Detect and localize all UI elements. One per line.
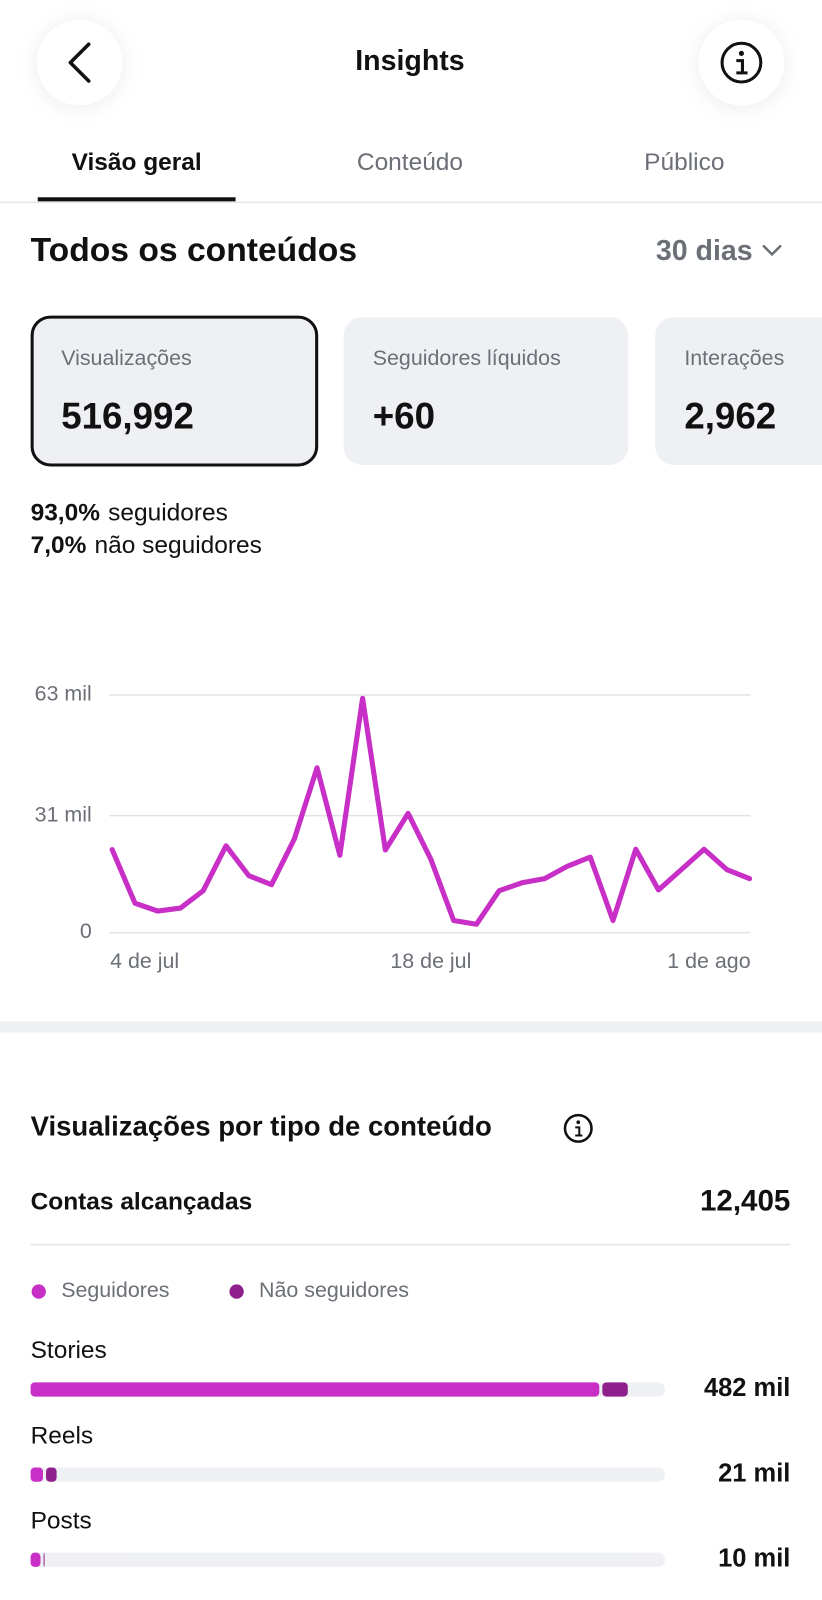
bar-track	[30, 1467, 665, 1482]
reach-label: Contas alcançadas	[31, 1188, 253, 1215]
metric-card[interactable]	[343, 317, 629, 465]
row-label: Stories	[31, 1337, 107, 1364]
y-tick-label: 31 mil	[35, 802, 92, 826]
bar-segment	[30, 1467, 43, 1482]
metric-label: Seguidores líquidos	[373, 346, 561, 370]
period-selector[interactable]: 30 dias	[656, 235, 753, 267]
section-title: Visualizações por tipo de conteúdo	[31, 1111, 492, 1142]
info-dot	[738, 50, 744, 57]
legend-label: Seguidores	[61, 1278, 169, 1302]
tab[interactable]: Conteúdo	[357, 149, 463, 176]
bar-track	[30, 1552, 665, 1567]
data-line	[109, 695, 753, 927]
metric-value: 2,962	[684, 395, 776, 436]
tab[interactable]: Público	[644, 149, 724, 176]
tab-indicator	[37, 197, 236, 202]
bar-total: 21 mil	[718, 1459, 790, 1487]
legend-dot	[229, 1284, 244, 1299]
metric-label: Visualizações	[61, 346, 192, 370]
legend-dot	[31, 1284, 46, 1299]
metric-card[interactable]	[30, 315, 319, 467]
bar-total: 482 mil	[704, 1374, 790, 1402]
y-tick-label: 0	[80, 919, 92, 943]
page-title: Insights	[355, 45, 464, 77]
breakdown-label: seguidores	[108, 500, 228, 527]
metric-value: +60	[373, 395, 435, 436]
bar-segment	[30, 1382, 600, 1397]
bar-segment	[46, 1467, 57, 1482]
metric-value: 516,992	[61, 395, 194, 436]
breakdown-value: 93,0%	[31, 500, 101, 527]
back-icon	[68, 42, 91, 83]
breakdown-line: 93,0% seguidores	[31, 500, 228, 527]
tab[interactable]: Visão geral	[72, 149, 202, 176]
breakdown-value: 7,0%	[31, 533, 87, 560]
y-tick-label: 63 mil	[35, 682, 92, 706]
chevron-down	[762, 244, 782, 257]
bar-segment	[30, 1552, 41, 1567]
bar-segment	[602, 1382, 628, 1397]
row-label: Posts	[31, 1508, 92, 1535]
legend-label: Não seguidores	[259, 1278, 409, 1302]
metric-label: Interações	[684, 346, 784, 370]
section-title: Todos os conteúdos	[31, 232, 357, 269]
info-icon	[720, 41, 763, 84]
metric-card[interactable]	[655, 317, 822, 465]
reach-value: 12,405	[700, 1185, 790, 1218]
breakdown-line: 7,0% não seguidores	[31, 533, 262, 560]
breakdown-label: não seguidores	[95, 533, 262, 560]
back-button[interactable]	[36, 19, 123, 106]
x-tick-label: 4 de jul	[110, 949, 179, 973]
section-separator	[0, 1021, 822, 1033]
info-stem	[736, 59, 748, 75]
bar-segment	[43, 1552, 45, 1567]
info-dot	[576, 1120, 581, 1125]
bar-total: 10 mil	[718, 1545, 790, 1573]
x-tick-label: 18 de jul	[390, 949, 471, 973]
info-stem	[575, 1126, 583, 1137]
info-icon	[563, 1113, 593, 1143]
x-tick-label: 1 de ago	[667, 949, 750, 973]
row-label: Reels	[31, 1422, 94, 1449]
